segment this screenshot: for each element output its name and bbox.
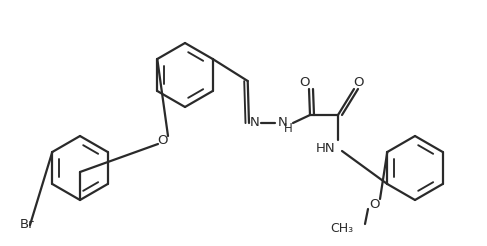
Text: O: O: [369, 199, 379, 212]
Text: O: O: [158, 134, 168, 147]
Text: HN: HN: [316, 141, 336, 154]
Text: H: H: [283, 122, 292, 135]
Text: N: N: [250, 117, 260, 129]
Text: Br: Br: [20, 218, 35, 231]
Text: O: O: [353, 76, 363, 89]
Text: CH₃: CH₃: [330, 221, 353, 234]
Text: N: N: [278, 117, 288, 129]
Text: O: O: [300, 76, 310, 89]
